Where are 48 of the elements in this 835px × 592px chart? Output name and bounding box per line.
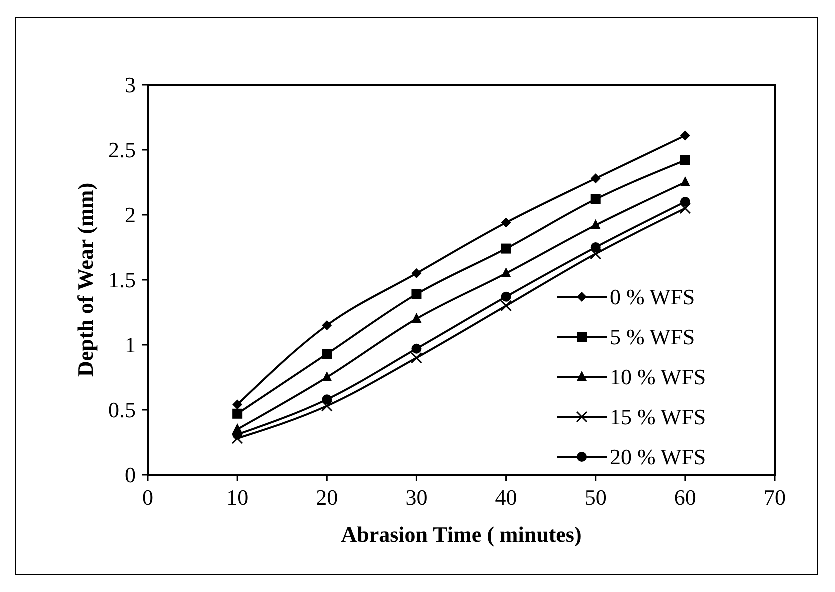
point (412, 313, 422, 323)
legend-label: 10 % WFS (610, 364, 706, 390)
point (232, 432, 244, 444)
x-tick-label: 20 (316, 485, 338, 510)
y-tick-label: 0.5 (108, 398, 136, 423)
point (590, 219, 601, 230)
point (501, 268, 512, 278)
point (322, 349, 332, 360)
point (680, 176, 690, 186)
x-tick-label: 30 (406, 485, 428, 510)
point (322, 372, 332, 382)
point (232, 408, 243, 419)
y-tick-label: 2.5 (108, 138, 136, 163)
legend-label: 15 % WFS (610, 404, 706, 430)
point (501, 244, 512, 254)
point (322, 320, 332, 330)
x-tick-label: 0 (142, 485, 154, 510)
y-axis-title: Depth of Wear (mm) (73, 182, 98, 378)
x-tick-label: 40 (495, 485, 518, 510)
point (680, 155, 690, 166)
point (590, 248, 602, 260)
point (590, 174, 601, 184)
y-tick-label: 1 (125, 332, 136, 358)
point (412, 268, 422, 278)
point (321, 400, 333, 412)
x-tick-label: 50 (584, 485, 607, 510)
y-tick-label: 3 (125, 72, 136, 98)
x-tick-label: 70 (764, 485, 786, 510)
point (590, 194, 601, 204)
point (500, 300, 512, 312)
point (412, 289, 422, 300)
point (410, 352, 422, 364)
point (232, 400, 243, 410)
y-tick-label: 2 (125, 202, 136, 228)
legend-label: 20 % WFS (610, 444, 706, 470)
legend-label: 0 % WFS (610, 284, 696, 310)
point (232, 424, 243, 434)
point (412, 344, 422, 354)
y-tick-label: 1.5 (108, 268, 136, 293)
point (680, 202, 692, 214)
point (501, 218, 512, 228)
x-axis-title: Abrasion Time ( minutes) (341, 522, 582, 547)
point (501, 292, 512, 302)
y-tick-label: 0 (125, 462, 136, 488)
point (680, 130, 690, 141)
x-tick-label: 10 (226, 485, 249, 510)
legend-label: 5 % WFS (610, 324, 696, 350)
x-tick-label: 60 (674, 485, 696, 510)
